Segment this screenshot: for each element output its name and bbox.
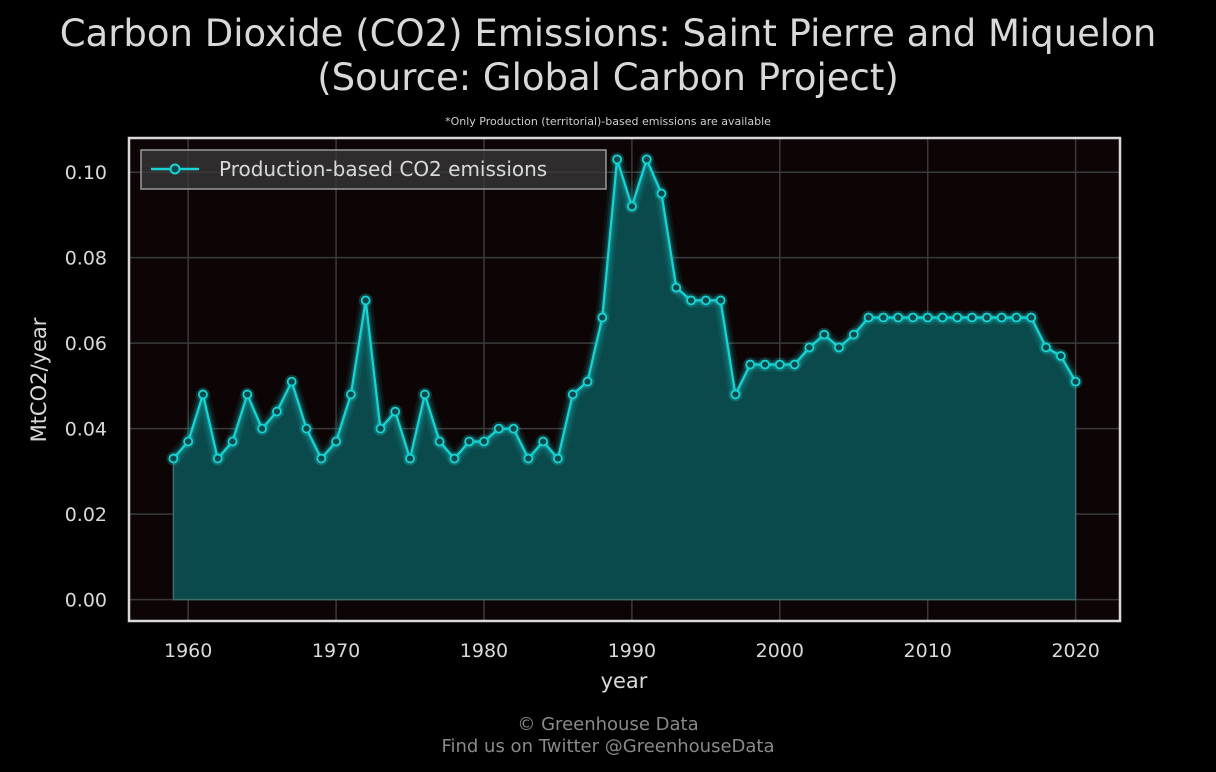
- y-tick-label: 0.10: [65, 162, 107, 184]
- data-point: [567, 389, 578, 400]
- data-point: [1070, 376, 1081, 387]
- data-point: [745, 359, 756, 370]
- data-point: [760, 359, 770, 370]
- data-point: [479, 436, 489, 447]
- data-point: [553, 453, 563, 464]
- legend-marker-swatch: [169, 163, 181, 175]
- footer-twitter: Find us on Twitter @GreenhouseData: [441, 736, 774, 757]
- data-point: [212, 453, 223, 464]
- data-point: [405, 453, 415, 464]
- data-point: [922, 312, 933, 323]
- x-tick-label: 1960: [164, 640, 212, 662]
- data-point: [908, 312, 918, 323]
- data-point: [375, 423, 386, 434]
- data-point: [390, 406, 401, 417]
- data-point: [227, 436, 238, 447]
- data-point: [582, 376, 593, 387]
- data-point: [981, 312, 992, 323]
- data-point: [168, 453, 179, 464]
- data-point: [508, 423, 519, 434]
- data-point: [804, 342, 815, 353]
- legend-label: Production-based CO2 emissions: [219, 157, 547, 181]
- x-tick-label: 1970: [312, 640, 360, 662]
- data-point: [656, 188, 667, 199]
- x-tick-label: 2010: [904, 640, 952, 662]
- data-point: [316, 453, 327, 464]
- data-point: [183, 436, 194, 447]
- y-axis-label: MtCO2/year: [27, 317, 51, 442]
- data-point: [671, 282, 682, 293]
- data-point: [967, 312, 977, 323]
- y-tick-label: 0.02: [65, 504, 107, 526]
- data-point: [198, 389, 208, 400]
- x-tick-label: 2000: [756, 640, 804, 662]
- chart-subtitle: *Only Production (territorial)-based emi…: [445, 115, 771, 128]
- legend: Production-based CO2 emissions: [140, 149, 607, 190]
- data-point: [937, 312, 948, 323]
- y-tick-label: 0.08: [65, 248, 107, 270]
- legend-box: [140, 149, 607, 190]
- data-point: [523, 453, 534, 464]
- data-point: [272, 406, 282, 417]
- data-point: [848, 329, 859, 340]
- data-point: [434, 436, 445, 447]
- data-point: [493, 423, 504, 434]
- y-tick-label: 0.06: [65, 333, 107, 355]
- data-point: [774, 359, 785, 370]
- y-tick-labels: 0.00 0.02 0.04 0.06 0.08 0.10: [65, 162, 107, 611]
- data-point: [1026, 312, 1037, 323]
- plot-frame: [127, 136, 1122, 623]
- y-tick-label: 0.00: [65, 590, 107, 612]
- x-tick-label: 1990: [608, 640, 656, 662]
- data-point: [1041, 342, 1051, 353]
- data-point: [715, 295, 726, 306]
- chart-title-line2: (Source: Global Carbon Project): [317, 56, 899, 99]
- data-point: [242, 389, 253, 400]
- data-point: [878, 312, 889, 323]
- data-point: [863, 312, 874, 323]
- x-tick-labels: 1960 1970 1980 1990 2000 2010 2020: [164, 640, 1100, 662]
- data-point: [597, 312, 608, 323]
- data-point: [1011, 312, 1022, 323]
- data-point: [952, 312, 963, 323]
- data-point: [360, 295, 371, 306]
- data-point: [819, 329, 830, 340]
- data-point: [789, 359, 800, 370]
- data-point: [286, 376, 297, 387]
- data-point: [612, 154, 623, 165]
- data-point: [464, 436, 475, 447]
- data-point: [345, 389, 356, 400]
- data-point: [686, 295, 696, 306]
- data-point: [449, 453, 460, 464]
- data-point: [834, 342, 844, 353]
- data-point: [730, 389, 741, 400]
- data-point: [626, 201, 637, 212]
- footer-copyright: © Greenhouse Data: [517, 714, 698, 735]
- data-point: [257, 423, 268, 434]
- area-layer: [166, 152, 1083, 601]
- x-tick-label: 2020: [1051, 640, 1099, 662]
- data-point: [893, 312, 904, 323]
- data-point: [1055, 351, 1066, 361]
- y-tick-label: 0.04: [65, 419, 107, 441]
- data-point: [996, 312, 1007, 323]
- data-point: [301, 423, 312, 434]
- x-tick-label: 1980: [460, 640, 508, 662]
- chart-title-line1: Carbon Dioxide (CO2) Emissions: Saint Pi…: [60, 12, 1157, 55]
- data-point: [419, 389, 430, 400]
- data-point: [641, 154, 652, 165]
- x-axis-label: year: [601, 669, 648, 693]
- data-point: [700, 295, 711, 306]
- data-point: [331, 436, 341, 447]
- data-point: [538, 436, 549, 447]
